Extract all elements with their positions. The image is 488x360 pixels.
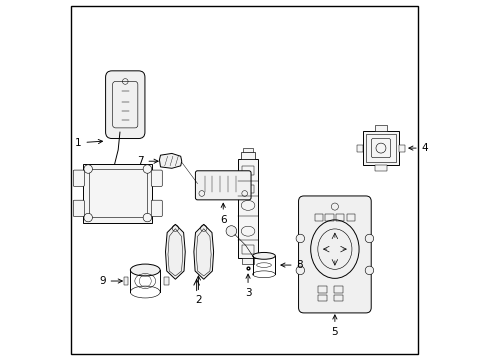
Text: 5: 5: [331, 315, 338, 337]
FancyBboxPatch shape: [356, 145, 363, 152]
FancyBboxPatch shape: [374, 125, 386, 131]
Polygon shape: [159, 153, 182, 168]
Circle shape: [143, 213, 151, 222]
Circle shape: [225, 226, 236, 237]
Circle shape: [365, 234, 373, 243]
Text: 9: 9: [99, 276, 122, 286]
FancyBboxPatch shape: [241, 152, 254, 159]
FancyBboxPatch shape: [242, 258, 254, 264]
FancyBboxPatch shape: [83, 164, 152, 222]
Ellipse shape: [252, 252, 275, 259]
Polygon shape: [165, 224, 185, 279]
FancyBboxPatch shape: [73, 170, 84, 186]
Circle shape: [295, 234, 304, 243]
FancyBboxPatch shape: [164, 278, 168, 284]
Text: 6: 6: [220, 203, 226, 225]
FancyBboxPatch shape: [123, 278, 128, 284]
Polygon shape: [193, 224, 213, 279]
FancyBboxPatch shape: [243, 148, 252, 152]
Circle shape: [365, 266, 373, 275]
FancyBboxPatch shape: [298, 196, 370, 313]
FancyBboxPatch shape: [238, 159, 257, 258]
Circle shape: [295, 266, 304, 275]
Circle shape: [84, 213, 92, 222]
Circle shape: [143, 165, 151, 173]
Text: 8: 8: [280, 260, 303, 270]
Ellipse shape: [130, 264, 160, 276]
FancyBboxPatch shape: [363, 131, 398, 165]
Text: 2: 2: [195, 276, 202, 305]
FancyBboxPatch shape: [195, 171, 250, 200]
FancyBboxPatch shape: [105, 71, 144, 139]
Text: 4: 4: [408, 143, 427, 153]
Text: 3: 3: [244, 274, 251, 298]
Circle shape: [84, 165, 92, 173]
FancyBboxPatch shape: [398, 145, 404, 152]
FancyBboxPatch shape: [374, 165, 386, 171]
Text: 1: 1: [75, 138, 102, 148]
FancyBboxPatch shape: [73, 200, 84, 216]
FancyBboxPatch shape: [151, 170, 162, 186]
Text: 7: 7: [137, 156, 158, 166]
FancyBboxPatch shape: [151, 200, 162, 216]
